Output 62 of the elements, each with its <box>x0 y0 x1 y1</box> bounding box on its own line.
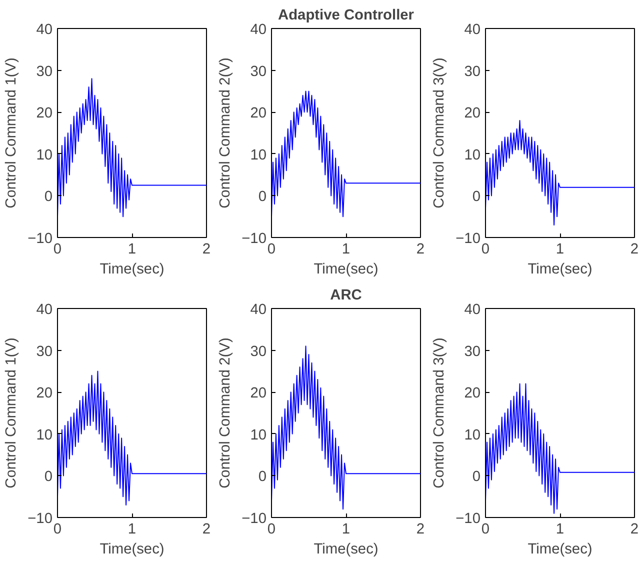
x-axis-title: Time(sec) <box>314 542 378 558</box>
y-tick-label: 40 <box>36 302 53 318</box>
y-tick-label: 20 <box>250 106 267 122</box>
x-tick-label: 1 <box>556 522 564 538</box>
x-tick-label: 1 <box>342 242 350 258</box>
x-axis-title: Time(sec) <box>314 262 378 278</box>
y-tick-label: 30 <box>36 344 53 360</box>
y-tick-label: 20 <box>36 106 53 122</box>
y-tick-label: 20 <box>250 386 267 402</box>
x-tick-label: 1 <box>342 522 350 538</box>
y-tick-label: −10 <box>456 231 481 247</box>
y-tick-label: 10 <box>250 427 267 444</box>
chart-title: ARC <box>330 288 362 304</box>
y-tick-label: 10 <box>464 427 481 444</box>
y-tick-label: 10 <box>250 147 267 164</box>
y-tick-label: 0 <box>258 189 267 206</box>
y-tick-label: 10 <box>36 147 53 164</box>
y-tick-label: 20 <box>464 386 481 402</box>
y-tick-label: −10 <box>28 231 53 247</box>
y-tick-label: −10 <box>28 511 53 527</box>
y-axis-title: Control Command 2(V) <box>218 58 234 208</box>
y-tick-label: 20 <box>464 106 481 122</box>
y-tick-label: 20 <box>36 386 53 402</box>
y-tick-label: 40 <box>250 302 267 318</box>
y-axis-title: Control Command 3(V) <box>432 58 448 208</box>
x-tick-label: 1 <box>128 522 136 538</box>
y-axis-title: Control Command 1(V) <box>4 338 20 488</box>
y-tick-label: −10 <box>242 511 267 527</box>
x-tick-label: 2 <box>416 242 425 258</box>
x-tick-label: 2 <box>202 242 211 258</box>
x-tick-label: 2 <box>630 242 639 258</box>
y-tick-label: 0 <box>472 189 481 206</box>
y-tick-label: −10 <box>456 511 481 527</box>
y-tick-label: 0 <box>258 469 267 486</box>
x-tick-label: 2 <box>202 522 211 538</box>
chart-title: Adaptive Controller <box>278 8 414 24</box>
x-tick-label: 1 <box>556 242 564 258</box>
y-axis-title: Control Command 2(V) <box>218 338 234 488</box>
y-tick-label: 40 <box>250 22 267 38</box>
y-tick-label: −10 <box>242 231 267 247</box>
x-axis-title: Time(sec) <box>100 542 164 558</box>
y-tick-label: 30 <box>250 344 267 360</box>
y-tick-label: 30 <box>464 344 481 360</box>
y-axis-title: Control Command 1(V) <box>4 58 20 208</box>
y-tick-label: 40 <box>464 302 481 318</box>
x-axis-title: Time(sec) <box>100 262 164 278</box>
y-tick-label: 10 <box>464 147 481 164</box>
x-tick-label: 1 <box>128 242 136 258</box>
x-tick-label: 2 <box>630 522 639 538</box>
y-tick-label: 10 <box>36 427 53 444</box>
x-axis-title: Time(sec) <box>528 262 592 278</box>
y-tick-label: 0 <box>44 189 53 206</box>
y-tick-label: 0 <box>472 469 481 486</box>
y-tick-label: 0 <box>44 469 53 486</box>
x-axis-title: Time(sec) <box>528 542 592 558</box>
y-tick-label: 40 <box>36 22 53 38</box>
y-axis-title: Control Command 3(V) <box>432 338 448 488</box>
x-tick-label: 2 <box>416 522 425 538</box>
y-tick-label: 40 <box>464 22 481 38</box>
y-tick-label: 30 <box>36 64 53 80</box>
y-tick-label: 30 <box>464 64 481 80</box>
y-tick-label: 30 <box>250 64 267 80</box>
